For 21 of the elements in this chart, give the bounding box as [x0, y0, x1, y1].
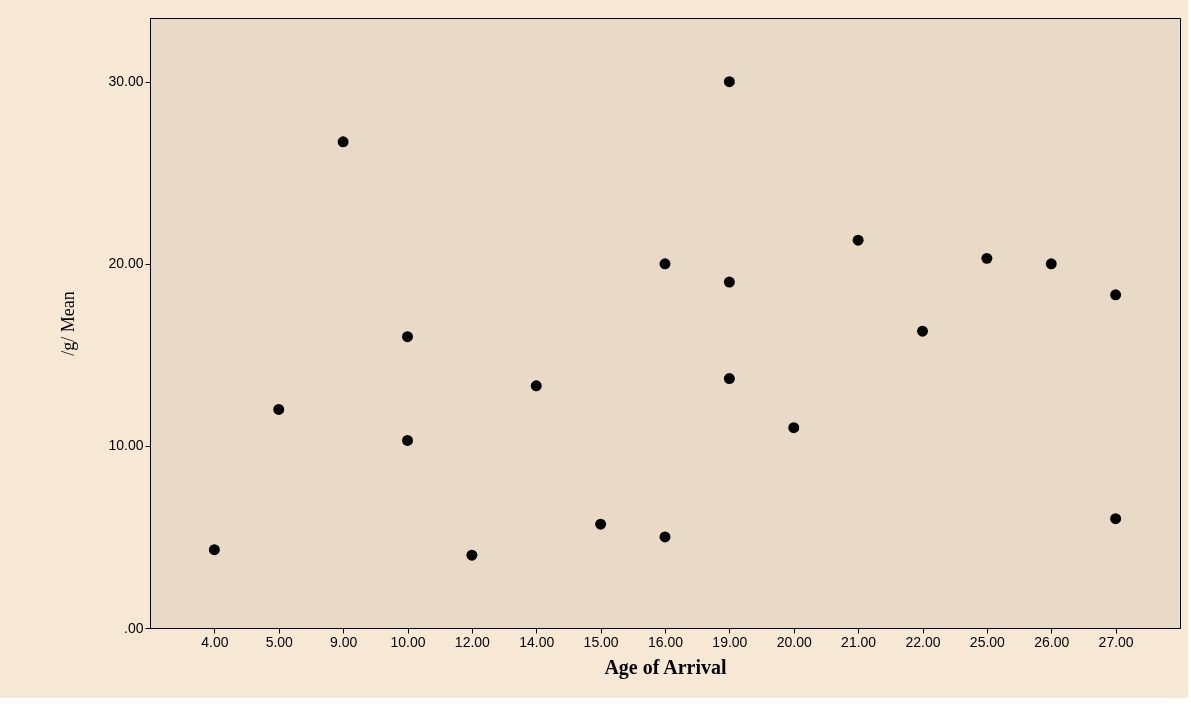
x-tick-label: 9.00 [330, 633, 358, 650]
x-tick-label: 14.00 [519, 633, 555, 650]
x-tick-label: 27.00 [1098, 633, 1134, 650]
x-tick-label: 19.00 [712, 633, 748, 650]
y-tick-label: 20.00 [108, 255, 144, 272]
x-tick-label: 5.00 [265, 633, 294, 650]
y-axis-title: /g/ Mean [58, 291, 79, 356]
y-tick-label: .00 [124, 619, 144, 636]
x-tick-label: 26.00 [1034, 633, 1070, 650]
y-tick-label: 30.00 [108, 73, 144, 90]
x-tick-label: 25.00 [969, 633, 1006, 650]
x-tick-label: 4.00 [201, 633, 229, 650]
x-tick-label: 15.00 [583, 633, 619, 650]
y-tick-label: 10.00 [108, 437, 144, 454]
x-axis-title: Age of Arrival [604, 655, 728, 679]
x-tick-label: 12.00 [454, 633, 491, 650]
x-tick-label: 22.00 [905, 633, 941, 650]
x-tick-label: 10.00 [390, 633, 426, 650]
x-tick-label: 16.00 [647, 633, 684, 650]
x-tick-label: 20.00 [776, 633, 812, 650]
x-tick-label: 21.00 [841, 633, 877, 650]
